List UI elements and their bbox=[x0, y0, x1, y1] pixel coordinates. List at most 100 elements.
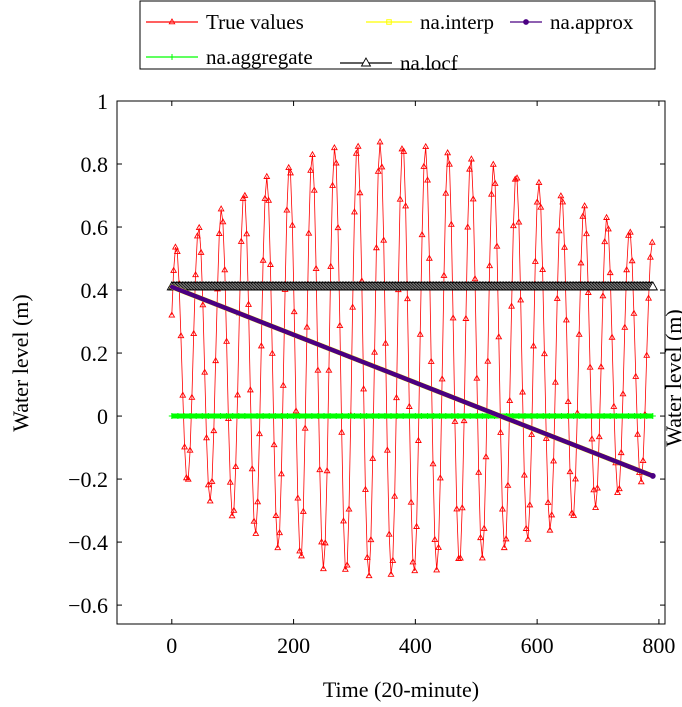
true-values-point bbox=[254, 498, 262, 505]
legend-marker bbox=[386, 19, 392, 25]
true-values-point bbox=[579, 212, 587, 219]
true-values-point bbox=[639, 456, 647, 463]
legend-item: na.aggregate bbox=[146, 45, 313, 69]
true-values-point bbox=[595, 433, 603, 440]
true-values-point bbox=[526, 501, 534, 508]
true-values-point bbox=[486, 261, 494, 269]
true-values-point bbox=[294, 494, 302, 501]
series-na-aggregate-point bbox=[521, 413, 528, 420]
x-tick-label: 600 bbox=[521, 633, 554, 658]
y-tick-label: −0.6 bbox=[68, 593, 108, 618]
true-values-point bbox=[223, 337, 231, 344]
true-values-point bbox=[340, 517, 347, 524]
true-values-point bbox=[484, 357, 492, 364]
true-values-point bbox=[455, 554, 463, 561]
x-axis-title: Time (20-minute) bbox=[323, 677, 479, 702]
series-na-aggregate-point bbox=[388, 413, 394, 420]
true-values-point bbox=[318, 538, 326, 545]
x-tick-label: 0 bbox=[166, 633, 177, 658]
series-na-aggregate-point bbox=[223, 413, 230, 420]
true-values-point bbox=[369, 454, 377, 461]
true-values-point bbox=[500, 543, 508, 551]
true-values-point bbox=[349, 303, 357, 310]
true-values-point bbox=[551, 378, 559, 385]
true-values-point bbox=[466, 165, 474, 172]
true-values-point bbox=[533, 198, 541, 205]
true-values-point bbox=[491, 179, 499, 186]
true-values-point bbox=[365, 572, 373, 579]
true-values-point bbox=[546, 526, 554, 533]
true-values-point bbox=[599, 292, 607, 299]
true-values-point bbox=[360, 385, 368, 392]
series-na-aggregate-point bbox=[308, 413, 315, 420]
true-values-point bbox=[632, 372, 640, 379]
true-values-point bbox=[389, 556, 397, 563]
legend-item: na.interp bbox=[366, 10, 494, 34]
true-values-point bbox=[382, 339, 389, 346]
true-values-point bbox=[630, 309, 638, 316]
true-values-point bbox=[329, 181, 337, 188]
series-na-aggregate-point bbox=[327, 413, 334, 420]
true-values-point bbox=[420, 162, 428, 169]
true-values-point bbox=[354, 142, 362, 149]
series-na-aggregate-point bbox=[284, 413, 291, 420]
true-values-point bbox=[385, 530, 393, 537]
series-na-aggregate-point bbox=[260, 413, 267, 420]
series-na-aggregate-point bbox=[607, 413, 614, 420]
true-values-point bbox=[372, 244, 380, 251]
true-values-point bbox=[170, 266, 178, 273]
true-values-point bbox=[422, 142, 430, 150]
true-values-point bbox=[179, 391, 187, 398]
true-values-point bbox=[493, 242, 501, 249]
x-tick-label: 400 bbox=[399, 633, 432, 658]
true-values-point bbox=[564, 397, 572, 405]
series-na-aggregate-point bbox=[564, 413, 571, 420]
true-values-point bbox=[234, 391, 242, 398]
true-values-point bbox=[204, 481, 212, 488]
x-tick-label: 800 bbox=[642, 633, 675, 658]
series-na-aggregate-point bbox=[418, 413, 425, 420]
true-values-point bbox=[350, 208, 358, 215]
true-values-point bbox=[610, 402, 618, 409]
true-values-point bbox=[336, 321, 344, 328]
true-values-point bbox=[575, 330, 583, 337]
true-values-point bbox=[522, 524, 530, 531]
series-na-aggregate-point bbox=[430, 413, 437, 420]
true-values-point bbox=[316, 465, 324, 473]
true-values-point bbox=[557, 192, 565, 199]
true-values-point bbox=[367, 535, 375, 543]
series-na-aggregate-point bbox=[254, 413, 261, 420]
true-values-point bbox=[391, 492, 399, 499]
true-values-point bbox=[173, 247, 181, 255]
series-na-aggregate-point bbox=[394, 413, 401, 420]
series-na-aggregate-point bbox=[643, 413, 650, 420]
true-values-point bbox=[241, 191, 249, 198]
series-na-aggregate-point bbox=[613, 413, 620, 420]
series-na-aggregate-point bbox=[339, 413, 346, 420]
legend-box bbox=[139, 0, 656, 70]
true-values-point bbox=[298, 552, 305, 559]
true-values-point bbox=[323, 467, 331, 474]
true-values-point bbox=[442, 189, 450, 196]
true-values-point bbox=[396, 195, 404, 202]
true-values-point bbox=[464, 223, 472, 230]
true-values-point bbox=[243, 230, 251, 237]
true-values-point bbox=[383, 446, 391, 453]
true-values-point bbox=[321, 539, 329, 546]
y-axis: −0.6 −0.4 −0.2 0 0.2 0.4 0.6 0.8 1 bbox=[68, 89, 665, 618]
series-na-aggregate-point bbox=[485, 413, 492, 420]
true-values-point bbox=[257, 342, 265, 349]
true-values-point bbox=[308, 150, 316, 158]
true-values-point bbox=[597, 363, 605, 370]
true-values-point bbox=[462, 314, 470, 321]
series-na-aggregate-point bbox=[631, 413, 638, 420]
true-values-point bbox=[604, 225, 612, 232]
true-values-point bbox=[614, 488, 621, 495]
legend-label: na.approx bbox=[550, 10, 634, 34]
true-values-point bbox=[424, 176, 432, 183]
series-na-aggregate-point bbox=[448, 413, 455, 420]
true-values-point bbox=[615, 484, 623, 492]
series-na-aggregate-point bbox=[302, 413, 309, 420]
true-values-point bbox=[440, 271, 448, 278]
true-values-point bbox=[515, 218, 523, 225]
